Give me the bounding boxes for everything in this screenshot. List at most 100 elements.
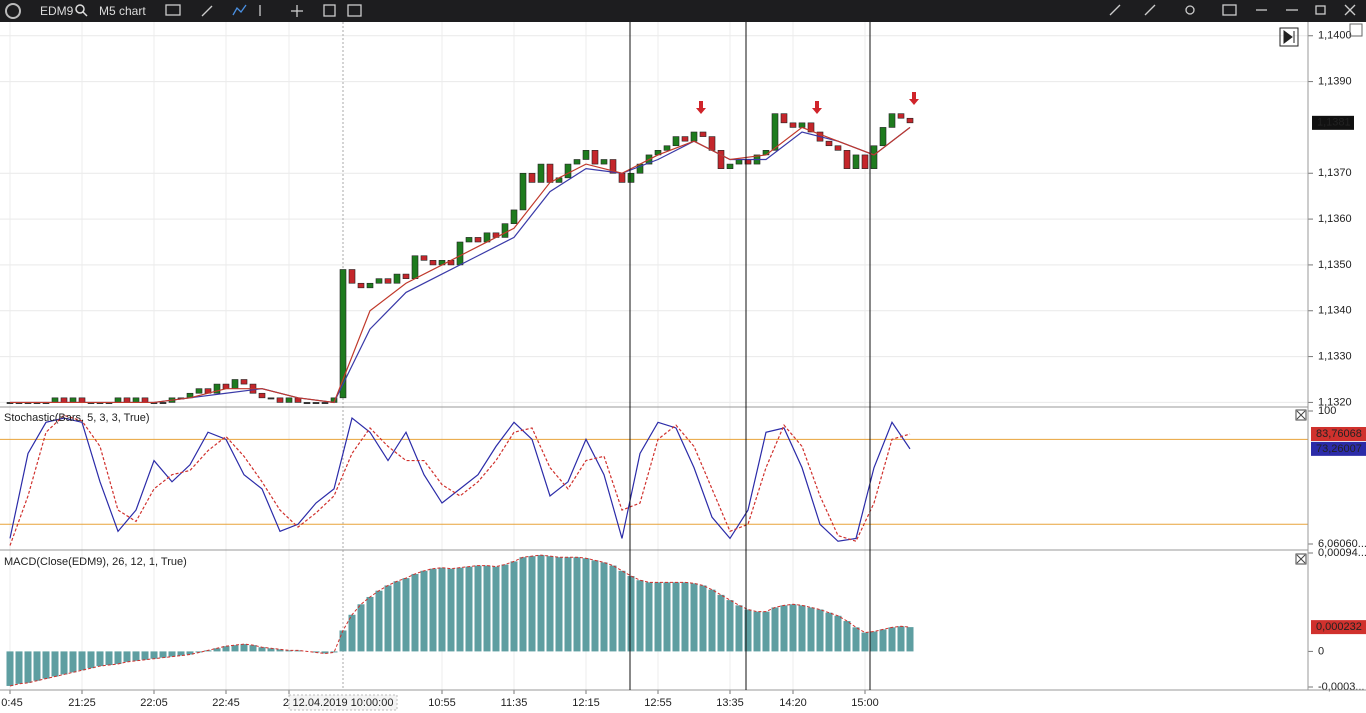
close[interactable] — [1344, 4, 1356, 16]
histogram-bar — [906, 627, 914, 652]
candle — [717, 150, 725, 169]
scroll-end-button[interactable] — [1279, 27, 1299, 47]
histogram-bar — [339, 630, 347, 652]
candle — [681, 136, 689, 142]
timeframe[interactable]: M5 chart — [99, 4, 146, 18]
y-tick-label: 1,1360 — [1318, 213, 1352, 225]
candle — [366, 282, 374, 289]
candle — [384, 278, 392, 284]
frames — [0, 22, 1366, 691]
candle — [879, 127, 887, 147]
histogram-bar — [735, 605, 743, 652]
pen-icon[interactable] — [201, 5, 213, 17]
histogram-bar — [708, 589, 716, 652]
histogram-bar — [744, 609, 752, 652]
candle — [258, 392, 266, 399]
last-value-box — [1311, 620, 1366, 635]
link-icon[interactable] — [1185, 5, 1195, 15]
histogram-bar — [87, 651, 95, 669]
wand-icon[interactable] — [1144, 4, 1156, 16]
histogram-bar — [888, 627, 896, 652]
histogram-bar — [762, 611, 770, 652]
histogram-bar — [600, 562, 608, 652]
candle — [222, 383, 230, 389]
maximize[interactable] — [1315, 5, 1326, 15]
histogram-bar — [609, 565, 617, 652]
current-price-box — [1312, 115, 1354, 130]
histogram-bar — [474, 565, 482, 652]
histogram-bar — [60, 651, 68, 675]
histogram-bar — [258, 647, 266, 652]
candle — [465, 237, 473, 243]
last-value-box — [1311, 426, 1366, 441]
f-button[interactable] — [1349, 23, 1363, 37]
candle — [564, 163, 572, 179]
close-panel[interactable] — [1295, 553, 1307, 565]
candle — [906, 117, 914, 124]
histogram-bar — [159, 651, 167, 658]
candle — [825, 140, 833, 147]
histogram-bar — [780, 605, 788, 652]
candle — [771, 113, 779, 151]
candle — [159, 402, 167, 404]
y-tick-label: 0,00094... — [1318, 547, 1366, 559]
scroll-end-icon — [1283, 30, 1295, 44]
histogram-bar — [348, 614, 356, 652]
candle — [402, 273, 410, 279]
y-tick-label: 100 — [1318, 405, 1336, 417]
x-tick-label: 21:25 — [68, 697, 96, 709]
candle — [78, 397, 86, 403]
histogram-bar — [591, 560, 599, 652]
candle — [60, 397, 68, 403]
histogram-bar — [492, 566, 500, 652]
histogram-bar — [861, 632, 869, 652]
candle — [573, 159, 581, 165]
candle — [348, 269, 356, 284]
candle — [672, 136, 680, 147]
histogram-bar — [501, 564, 509, 652]
histogram-bar — [375, 590, 383, 652]
candle — [861, 154, 869, 169]
histogram-bar — [384, 585, 392, 652]
camera-icon[interactable] — [1222, 4, 1237, 16]
candle — [690, 131, 698, 142]
candle — [429, 260, 437, 266]
arrow — [909, 92, 919, 105]
candle — [411, 255, 419, 279]
toolbar-icons — [165, 4, 1356, 17]
histogram-bar — [6, 651, 14, 686]
histogram-bar — [537, 555, 545, 652]
histogram-bar — [231, 645, 239, 652]
candle — [609, 159, 617, 174]
indicator-icon[interactable] — [232, 4, 247, 16]
histogram-bar — [420, 570, 428, 652]
histogram-bar — [438, 567, 446, 652]
layout-icon[interactable] — [347, 4, 362, 17]
tools-icon[interactable] — [1109, 4, 1121, 16]
moving-average — [10, 126, 911, 404]
x-tick-label: 12:15 — [572, 697, 600, 709]
histogram-bar — [546, 556, 554, 652]
arrow — [696, 101, 706, 114]
candle — [618, 172, 626, 183]
logo[interactable] — [2, 0, 24, 22]
last-value-label: 0,000232 — [1316, 621, 1362, 633]
histogram-bar — [330, 651, 338, 653]
histogram-bar — [879, 629, 887, 652]
window-icon[interactable] — [323, 4, 336, 17]
histogram-bar — [51, 651, 59, 677]
close-panel[interactable] — [1295, 409, 1307, 421]
symbol[interactable]: EDM9 — [40, 4, 74, 18]
search-icon[interactable] — [75, 4, 89, 18]
y-tick-label: -0,0003... — [1318, 681, 1364, 693]
candle — [726, 163, 734, 169]
histogram-bar — [456, 567, 464, 652]
y-tick-label: 1,1350 — [1318, 259, 1352, 271]
histogram-bar — [168, 651, 176, 657]
histogram-bar — [672, 582, 680, 652]
histogram-bar — [528, 556, 536, 652]
candle — [285, 397, 293, 403]
screen-icon[interactable] — [165, 4, 181, 16]
histogram-bar — [366, 596, 374, 652]
